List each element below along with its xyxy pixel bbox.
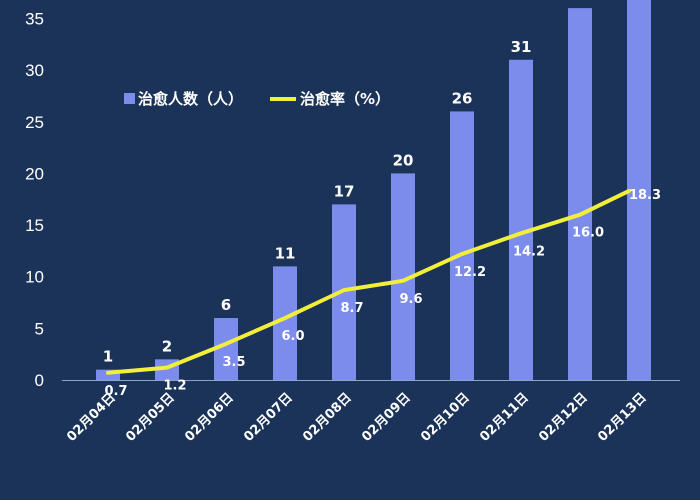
y-tick-label: 30 — [25, 61, 44, 80]
y-tick-label: 35 — [25, 9, 44, 28]
x-tick-label: 02月08日 — [300, 390, 355, 445]
line-value-label: 3.5 — [222, 355, 245, 370]
x-axis-labels: 02月04日 02月05日 02月06日 02月07日 02月08日 02月09日 02月1… — [64, 390, 650, 445]
line-value-label: 0.7 — [104, 384, 127, 399]
bar — [509, 59, 533, 381]
legend-line-label: 治愈率（%） — [300, 90, 390, 108]
line-value-label: 9.6 — [399, 292, 422, 307]
line-value-label: 14.2 — [513, 244, 545, 259]
line-series — [106, 188, 631, 375]
line-value-labels: 0.7 1.2 3.5 6.0 8.7 9.6 12.2 14.2 16.0 18.3 — [104, 188, 661, 399]
line-value-label: 6.0 — [281, 329, 304, 344]
bar-value-label: 20 — [393, 151, 414, 169]
x-tick-label: 02月13日 — [595, 390, 650, 445]
line-value-label: 1.2 — [163, 379, 186, 394]
line-value-label: 8.7 — [340, 301, 363, 316]
x-tick-label: 02月07日 — [241, 390, 296, 445]
bar-value-label: 31 — [511, 38, 532, 56]
line-value-label: 12.2 — [454, 265, 486, 280]
legend-bar-swatch — [124, 93, 135, 104]
line-value-label: 16.0 — [572, 226, 604, 241]
y-tick-label: 5 — [35, 319, 44, 338]
y-axis-ticks: 0 5 10 15 20 25 30 35 — [25, 9, 44, 390]
x-tick-label: 02月05日 — [123, 390, 178, 445]
bar-value-label: 2 — [162, 337, 172, 355]
bar-value-label: 6 — [221, 296, 231, 314]
line-value-label: 18.3 — [629, 188, 661, 203]
bar — [568, 8, 592, 381]
line-path — [106, 188, 631, 375]
y-tick-label: 10 — [25, 268, 44, 287]
bar-value-label: 26 — [452, 89, 473, 107]
y-tick-label: 15 — [25, 216, 44, 235]
bar-value-labels: 12611172026313640 — [103, 0, 591, 366]
legend-bar-label: 治愈人数（人） — [138, 90, 243, 108]
bar — [450, 111, 474, 381]
x-tick-label: 02月04日 — [64, 390, 119, 445]
bar-value-label: 1 — [103, 348, 113, 366]
x-tick-label: 02月06日 — [182, 390, 237, 445]
bar-series — [96, 0, 651, 381]
y-tick-label: 25 — [25, 113, 44, 132]
bar — [96, 369, 120, 380]
bar-value-label: 36 — [570, 0, 591, 4]
bar-value-label: 11 — [275, 244, 296, 262]
x-tick-label: 02月10日 — [418, 390, 473, 445]
x-tick-label: 02月11日 — [477, 390, 532, 445]
bar — [627, 0, 651, 381]
bar-value-label: 17 — [334, 182, 355, 200]
x-tick-label: 02月12日 — [536, 390, 591, 445]
x-tick-label: 02月09日 — [359, 390, 414, 445]
y-tick-label: 0 — [35, 371, 44, 390]
y-tick-label: 20 — [25, 164, 44, 183]
legend: 治愈人数（人） 治愈率（%） — [124, 90, 390, 108]
